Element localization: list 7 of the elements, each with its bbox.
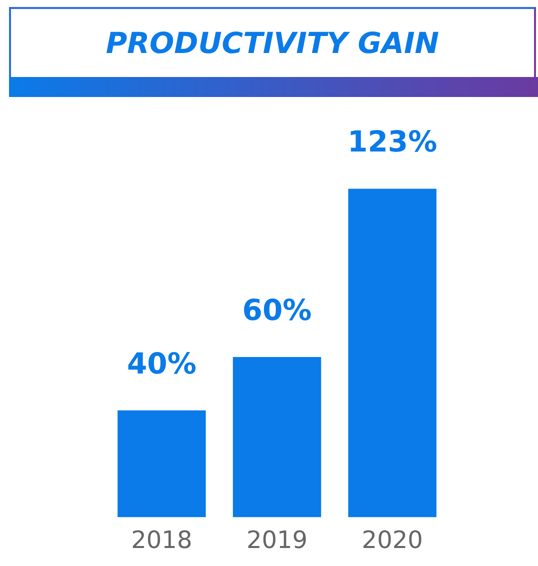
x-tick-label: 2019: [246, 526, 308, 554]
data-label: 123%: [348, 124, 438, 159]
data-label: 60%: [242, 292, 312, 327]
chart-title: PRODUCTIVITY GAIN: [104, 26, 440, 60]
data-label: 40%: [126, 346, 196, 380]
x-tick-label: 2018: [131, 526, 192, 554]
x-tick-label: 2020: [362, 526, 423, 554]
